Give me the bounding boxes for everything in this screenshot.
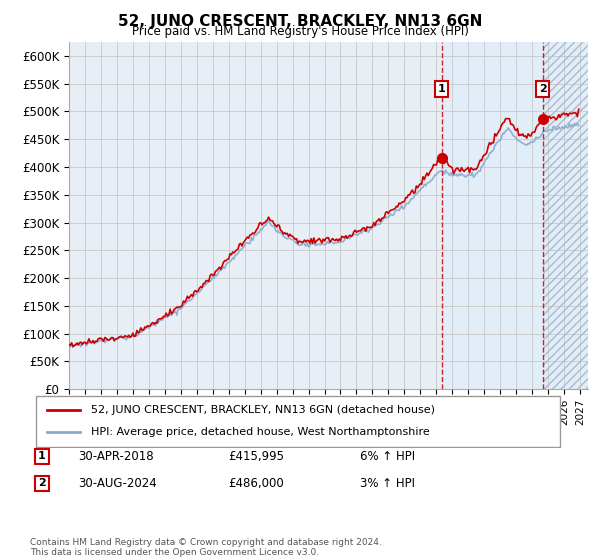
Text: 30-AUG-2024: 30-AUG-2024: [78, 477, 157, 490]
Text: HPI: Average price, detached house, West Northamptonshire: HPI: Average price, detached house, West…: [91, 427, 430, 437]
FancyBboxPatch shape: [35, 396, 560, 447]
Text: 1: 1: [38, 451, 46, 461]
Text: 3% ↑ HPI: 3% ↑ HPI: [360, 477, 415, 490]
Bar: [442, 42, 588, 389]
Text: 2: 2: [539, 84, 547, 94]
Text: 6% ↑ HPI: 6% ↑ HPI: [360, 450, 415, 463]
Text: 52, JUNO CRESCENT, BRACKLEY, NN13 6GN (detached house): 52, JUNO CRESCENT, BRACKLEY, NN13 6GN (d…: [91, 405, 435, 415]
Bar: [543, 42, 588, 389]
Text: Contains HM Land Registry data © Crown copyright and database right 2024.
This d: Contains HM Land Registry data © Crown c…: [30, 538, 382, 557]
Text: £486,000: £486,000: [228, 477, 284, 490]
Text: Price paid vs. HM Land Registry's House Price Index (HPI): Price paid vs. HM Land Registry's House …: [131, 25, 469, 38]
Text: 1: 1: [437, 84, 445, 94]
Text: 30-APR-2018: 30-APR-2018: [78, 450, 154, 463]
Text: 52, JUNO CRESCENT, BRACKLEY, NN13 6GN: 52, JUNO CRESCENT, BRACKLEY, NN13 6GN: [118, 14, 482, 29]
Text: £415,995: £415,995: [228, 450, 284, 463]
Text: 2: 2: [38, 478, 46, 488]
